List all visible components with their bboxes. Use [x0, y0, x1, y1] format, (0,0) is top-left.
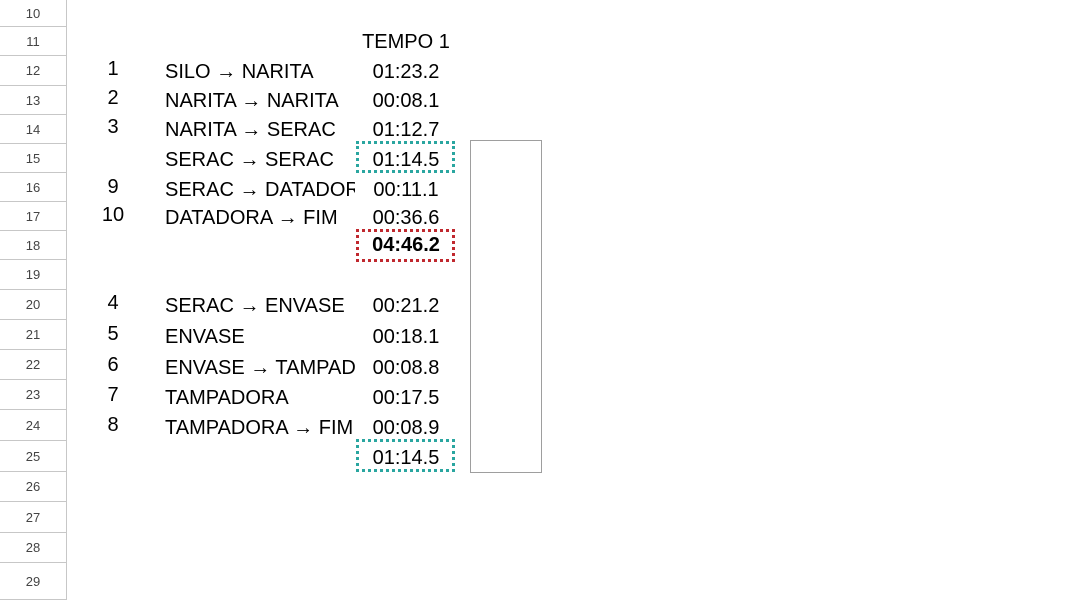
header-tempo-1[interactable]: TEMPO 1	[362, 31, 450, 53]
step-label-cell[interactable]: TAMPADORA	[165, 387, 289, 409]
step-number-cell[interactable]: 10	[101, 204, 125, 226]
row-header-20[interactable]: 20	[0, 290, 66, 320]
step-label-cell[interactable]: DATADORA → FIM	[165, 207, 338, 229]
step-number-cell[interactable]: 1	[107, 58, 119, 80]
step-number-cell[interactable]: 4	[107, 292, 119, 314]
row-header-19[interactable]: 19	[0, 260, 66, 290]
row-header-10[interactable]: 10	[0, 0, 66, 27]
step-number-cell[interactable]: 9	[107, 176, 119, 198]
row-header-11[interactable]: 11	[0, 27, 66, 56]
step-label-cell[interactable]: NARITA → NARITA	[165, 90, 339, 112]
row-header-29[interactable]: 29	[0, 563, 66, 600]
step-number-cell[interactable]: 3	[107, 116, 119, 138]
row-header-27[interactable]: 27	[0, 502, 66, 533]
time-cell[interactable]: 00:36.6	[372, 207, 440, 229]
row-header-14[interactable]: 14	[0, 115, 66, 144]
time-cell[interactable]: 00:08.1	[372, 90, 440, 112]
step-label-cell[interactable]: SERAC → DATADORA	[165, 179, 355, 201]
row-header-25[interactable]: 25	[0, 441, 66, 472]
row-header-24[interactable]: 24	[0, 410, 66, 441]
row-header-column: 10 11 12 13 14 15 16 17 18 19 20 21 22 23 24 25 26 27 28 29	[0, 0, 67, 600]
row-header-12[interactable]: 12	[0, 56, 66, 86]
time-cell[interactable]: 00:08.8	[372, 357, 440, 379]
time-cell[interactable]: 00:21.2	[372, 295, 440, 317]
empty-text-box[interactable]	[470, 140, 542, 473]
step-label-cell[interactable]: TAMPADORA → FIM	[165, 417, 354, 439]
time-cell[interactable]: 00:18.1	[372, 326, 440, 348]
time-cell[interactable]: 01:23.2	[372, 61, 440, 83]
row-header-17[interactable]: 17	[0, 202, 66, 231]
step-number-cell[interactable]: 6	[107, 354, 119, 376]
step-number-cell[interactable]: 5	[107, 323, 119, 345]
step-number-cell[interactable]: 2	[107, 87, 119, 109]
step-label-cell[interactable]: SERAC → SERAC	[165, 149, 334, 171]
row-header-22[interactable]: 22	[0, 350, 66, 380]
time-cell[interactable]: 01:12.7	[372, 119, 440, 141]
time-cell[interactable]: 01:14.5	[372, 149, 440, 171]
row-header-23[interactable]: 23	[0, 380, 66, 410]
row-header-13[interactable]: 13	[0, 86, 66, 115]
row-header-28[interactable]: 28	[0, 533, 66, 563]
step-label-cell[interactable]: ENVASE	[165, 326, 245, 348]
row-header-26[interactable]: 26	[0, 472, 66, 502]
row-header-16[interactable]: 16	[0, 173, 66, 202]
step-label-cell[interactable]: SERAC → ENVASE	[165, 295, 345, 317]
step-number-cell[interactable]: 8	[107, 414, 119, 436]
time-cell[interactable]: 00:11.1	[373, 179, 439, 201]
row-header-18[interactable]: 18	[0, 231, 66, 260]
row-header-15[interactable]: 15	[0, 144, 66, 173]
step-label-cell[interactable]: ENVASE → TAMPADORA	[165, 357, 355, 379]
total-time-cell[interactable]: 04:46.2	[372, 234, 440, 256]
time-cell[interactable]: 00:08.9	[372, 417, 440, 439]
time-cell[interactable]: 00:17.5	[372, 387, 440, 409]
time-cell[interactable]: 01:14.5	[372, 447, 440, 469]
row-header-21[interactable]: 21	[0, 320, 66, 350]
step-label-cell[interactable]: NARITA → SERAC	[165, 119, 336, 141]
step-label-cell[interactable]: SILO → NARITA	[165, 61, 314, 83]
step-number-cell[interactable]: 7	[107, 384, 119, 406]
